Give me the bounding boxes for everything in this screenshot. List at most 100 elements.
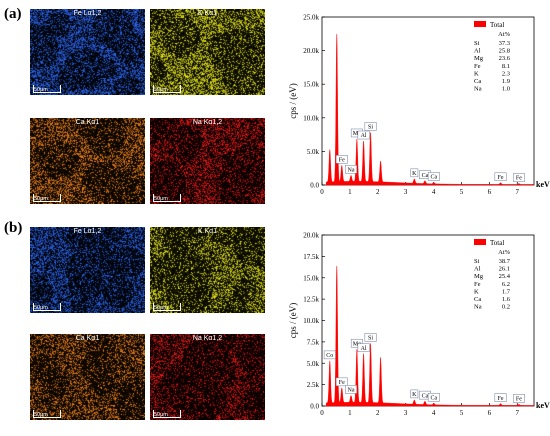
x-tick-label: 4	[432, 188, 436, 196]
x-tick-label: 2	[376, 409, 380, 417]
x-tick-label: 5	[460, 409, 464, 417]
legend-element: Na	[474, 86, 482, 93]
map-ca-b: Ca Kα1 50μm	[30, 334, 145, 420]
legend-value: 1.0	[502, 86, 510, 93]
map-label: K Kα1	[150, 228, 265, 235]
y-axis-label: cps / (eV)	[288, 303, 298, 339]
x-tick-label: 1	[348, 409, 352, 417]
x-tick-label: 0	[320, 409, 324, 417]
map-label: Ca Kα1	[30, 119, 145, 126]
legend-element: Si	[474, 258, 480, 265]
x-tick-label: 0	[320, 188, 324, 196]
legend-value: 25.4	[499, 273, 511, 280]
legend-element: Fe	[474, 63, 481, 70]
legend-title: Total	[490, 239, 504, 247]
y-tick-label: 7.5k	[307, 338, 320, 346]
legend-swatch	[474, 239, 486, 245]
legend-value: 8.1	[502, 63, 510, 70]
peak-label: Al	[361, 133, 367, 139]
peak-label: Fe	[339, 380, 345, 386]
legend-value: 37.3	[499, 40, 510, 47]
map-fe-a: Fe Lα1,2 50μm	[30, 9, 145, 95]
peak-label: Si	[368, 125, 373, 131]
y-tick-label: 20.0k	[303, 47, 319, 55]
map-label: Na Kα1,2	[150, 335, 265, 342]
x-tick-label: 6	[488, 409, 492, 417]
legend-value: 23.6	[499, 55, 511, 62]
panel-letter-b: (b)	[4, 220, 22, 237]
legend-value: 1.9	[502, 78, 510, 85]
x-tick-label: 3	[404, 409, 408, 417]
panel-letter-a: (a)	[4, 6, 22, 23]
eds-spectrum-chart-b: 0.0 2.5k 5.0k 7.5k 10.0k 12.5k 15.0k 17.5k 20.0k…	[280, 218, 550, 436]
peak-label: K	[412, 392, 417, 398]
legend-subtitle: At%	[498, 249, 511, 256]
x-tick-label: 6	[488, 188, 492, 196]
legend-value: 2.3	[502, 70, 510, 77]
peak-label: Al	[361, 346, 367, 352]
x-axis-label: keV	[536, 180, 550, 189]
scale-bar-label: 50μm	[154, 305, 168, 311]
map-label: Fe Lα1,2	[30, 228, 145, 235]
peak-label: Fe	[339, 158, 345, 164]
legend-element: Al	[474, 266, 481, 273]
x-tick-label: 4	[432, 409, 436, 417]
map-na-a: Na Kα1,2 50μm	[150, 118, 265, 204]
peak-label: Fe	[498, 396, 504, 402]
peak-label: Ca	[431, 395, 438, 401]
x-tick-label: 7	[516, 409, 520, 417]
y-tick-label: 5.0k	[307, 360, 320, 368]
legend-value: 1.7	[502, 288, 511, 295]
y-tick-label: 15.0k	[303, 81, 319, 89]
map-label: K Kα1	[150, 10, 265, 17]
scale-bar-label: 50μm	[34, 412, 48, 418]
y-tick-label: 20.0k	[303, 232, 319, 240]
peak-label: Na	[348, 167, 355, 173]
peak-label: Co	[326, 353, 333, 359]
scale-bar-label: 50μm	[34, 305, 48, 311]
y-tick-label: 12.5k	[303, 296, 319, 304]
map-na-b: Na Kα1,2 50μm	[150, 334, 265, 420]
y-tick-label: 10.0k	[303, 114, 319, 122]
x-tick-label: 1	[348, 188, 352, 196]
peak-label: Fe	[498, 175, 504, 181]
x-axis-label: keV	[536, 401, 550, 410]
peak-label: Ca	[431, 175, 438, 181]
scale-bar-label: 50μm	[154, 87, 168, 93]
legend-value: 26.1	[499, 266, 510, 273]
legend-value: 0.2	[502, 304, 510, 311]
legend-element: K	[474, 288, 479, 295]
legend-element: Mg	[474, 273, 484, 280]
peak-label: Ca	[422, 393, 429, 399]
legend-element: Ca	[474, 296, 481, 303]
legend-value: 1.6	[502, 296, 511, 303]
scale-bar-label: 50μm	[34, 196, 48, 202]
y-tick-label: 2.5k	[307, 381, 320, 389]
y-tick-label: 17.5k	[303, 253, 319, 261]
peak-label: Ca	[422, 173, 429, 179]
legend-element: Ca	[474, 78, 481, 85]
y-tick-label: 5.0k	[307, 148, 320, 156]
y-tick-label: 10.0k	[303, 317, 319, 325]
eds-spectrum-svg-b: 0.0 2.5k 5.0k 7.5k 10.0k 12.5k 15.0k 17.5k 20.0k…	[280, 218, 550, 431]
scale-bar-label: 50μm	[34, 87, 48, 93]
peak-label: Fe	[516, 176, 522, 182]
scale-bar-label: 50μm	[154, 412, 168, 418]
legend-value: 25.8	[499, 48, 510, 55]
y-tick-label: 15.0k	[303, 274, 319, 282]
peak-label: K	[412, 171, 417, 177]
legend-title: Total	[490, 21, 504, 29]
map-k-b: K Kα1 50μm	[150, 227, 265, 313]
y-tick-label: 25.0k	[303, 14, 319, 22]
x-tick-label: 5	[460, 188, 464, 196]
peak-label: Na	[348, 388, 355, 394]
y-tick-label: 0.0	[310, 403, 319, 411]
x-tick-label: 3	[404, 188, 408, 196]
x-tick-label: 2	[376, 188, 380, 196]
peak-label: Fe	[516, 397, 522, 403]
x-tick-label: 7	[516, 188, 520, 196]
map-ca-a: Ca Kα1 50μm	[30, 118, 145, 204]
legend-element: K	[474, 70, 479, 77]
map-fe-b: Fe Lα1,2 50μm	[30, 227, 145, 313]
